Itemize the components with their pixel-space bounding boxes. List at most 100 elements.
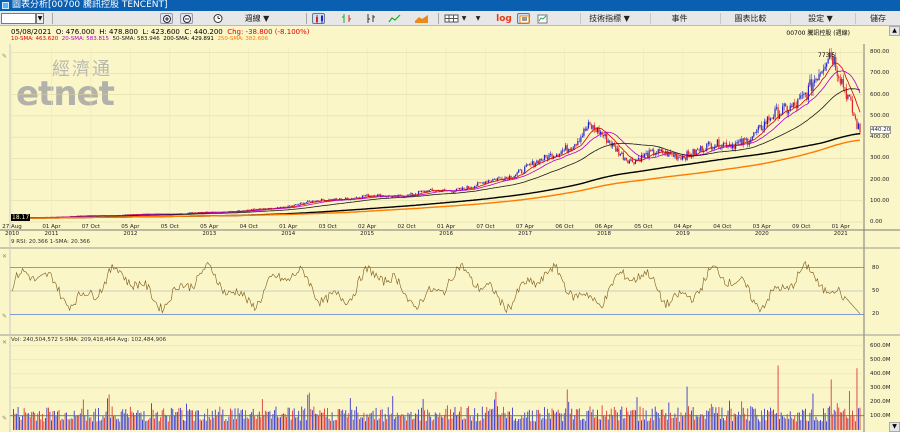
candle-body xyxy=(654,154,656,155)
candle-body xyxy=(443,189,445,191)
candle-body xyxy=(783,103,785,107)
panel-toggle-icon[interactable]: ✎ xyxy=(2,53,7,60)
candle-body xyxy=(522,173,524,174)
candle-body xyxy=(851,99,854,113)
candle-body xyxy=(721,146,723,148)
candle-body xyxy=(571,148,573,151)
candle-body xyxy=(627,160,629,164)
ma10-line xyxy=(11,62,861,219)
candle-body xyxy=(205,211,207,213)
candlestick-icon[interactable] xyxy=(312,13,325,24)
x-axis-date: 07 Oct xyxy=(476,224,495,230)
hlc-bar-icon[interactable] xyxy=(364,13,377,24)
candle-body xyxy=(598,127,600,135)
candle-body xyxy=(424,190,426,193)
candle-body xyxy=(833,56,835,65)
candle-body xyxy=(733,144,735,149)
candle-body xyxy=(804,93,806,94)
candle-body xyxy=(624,158,626,160)
candle-body xyxy=(508,175,511,180)
price-tick-label: 0.00 xyxy=(870,219,883,225)
chart-settings-icon[interactable] xyxy=(536,13,549,24)
candle-body xyxy=(815,78,817,81)
candle-body xyxy=(651,149,653,152)
candle-body xyxy=(320,198,323,202)
candle-body xyxy=(557,154,559,157)
scroll-up-button[interactable]: ▲ xyxy=(889,26,900,36)
candle-body xyxy=(384,196,386,198)
candle-body xyxy=(663,153,665,155)
candle-body xyxy=(542,160,544,161)
candle-body xyxy=(715,146,717,148)
candle-body xyxy=(777,107,779,119)
grid-dropdown-arrow[interactable]: ▼ xyxy=(461,15,467,22)
save-button[interactable]: 儲存 xyxy=(855,13,900,24)
panel-close-icon[interactable]: ✕ xyxy=(2,253,7,260)
layout-dropdown-arrow[interactable]: ▼ xyxy=(475,15,481,22)
period-dropdown[interactable]: 週線 ▼ xyxy=(244,14,270,23)
panel-toggle-icon[interactable]: ✎ xyxy=(2,313,7,320)
candle-body xyxy=(741,138,743,145)
candle-body xyxy=(785,103,787,107)
technical-indicators-menu[interactable]: 技術指標 ▼ xyxy=(580,13,638,24)
panel-layout-icon[interactable] xyxy=(517,13,530,24)
zoom-out-icon[interactable] xyxy=(180,13,193,24)
candle-body xyxy=(772,117,775,119)
ohlc-bar-icon[interactable] xyxy=(340,13,353,24)
candle-body xyxy=(410,193,412,195)
candle-body xyxy=(358,197,360,199)
toolbar-separator xyxy=(438,13,439,24)
candle-body xyxy=(692,149,694,156)
candle-body xyxy=(193,212,195,214)
candle-body xyxy=(806,93,808,100)
toolbar-separator xyxy=(306,13,307,24)
candle-body xyxy=(631,159,634,163)
panel-close-icon[interactable]: ✕ xyxy=(2,339,7,346)
candle-body xyxy=(191,212,194,213)
candle-body xyxy=(425,190,427,193)
candle-body xyxy=(390,196,392,198)
candle-body xyxy=(345,197,347,200)
candle-body xyxy=(486,181,488,183)
candle-body xyxy=(816,78,819,81)
app-icon xyxy=(2,2,9,9)
candle-body xyxy=(466,186,468,190)
candle-body xyxy=(832,56,834,65)
volume-tick-label: 100.0M xyxy=(870,412,891,419)
candle-body xyxy=(604,133,606,137)
candle-body xyxy=(311,200,313,203)
info-open: O: 476.000 xyxy=(55,28,95,36)
settings-menu[interactable]: 設定 ▼ xyxy=(790,13,850,24)
window-title: 圖表分析[00700 騰訊控股 TENCENT] xyxy=(12,0,168,10)
price-tick-label: 400.00 xyxy=(870,134,890,141)
info-high: H: 478.800 xyxy=(99,28,138,36)
low-annotation: 18.17 xyxy=(11,214,31,221)
stock-code-dropdown-button[interactable]: ▼ xyxy=(36,13,44,24)
candle-body xyxy=(434,191,436,192)
chart-compare-menu[interactable]: 圖表比較 xyxy=(720,13,780,24)
scroll-down-button[interactable]: ▼ xyxy=(889,422,900,432)
candle-body xyxy=(830,52,832,57)
clock-icon[interactable] xyxy=(212,13,225,24)
candle-body xyxy=(313,200,315,202)
x-axis-date: 01 Apr xyxy=(436,224,456,230)
candle-body xyxy=(302,202,304,204)
log-scale-button[interactable]: log xyxy=(496,14,512,24)
candle-body xyxy=(619,153,621,156)
line-chart-icon[interactable] xyxy=(388,13,401,24)
candle-body xyxy=(549,154,552,155)
candle-body xyxy=(774,108,776,118)
volume-tick-label: 300.0M xyxy=(870,384,891,391)
candle-body xyxy=(439,190,441,192)
grid-table-icon[interactable] xyxy=(444,13,460,24)
zoom-in-icon[interactable] xyxy=(160,13,173,24)
panel-toggle-icon[interactable]: ✎ xyxy=(2,415,7,422)
x-axis-year: 2021 xyxy=(833,231,848,237)
events-menu[interactable]: 事件 xyxy=(650,13,708,24)
candle-body xyxy=(540,158,543,161)
stock-code-input[interactable] xyxy=(1,13,36,24)
area-chart-icon[interactable] xyxy=(414,13,428,24)
candle-body xyxy=(502,180,505,181)
candle-body xyxy=(812,82,814,92)
